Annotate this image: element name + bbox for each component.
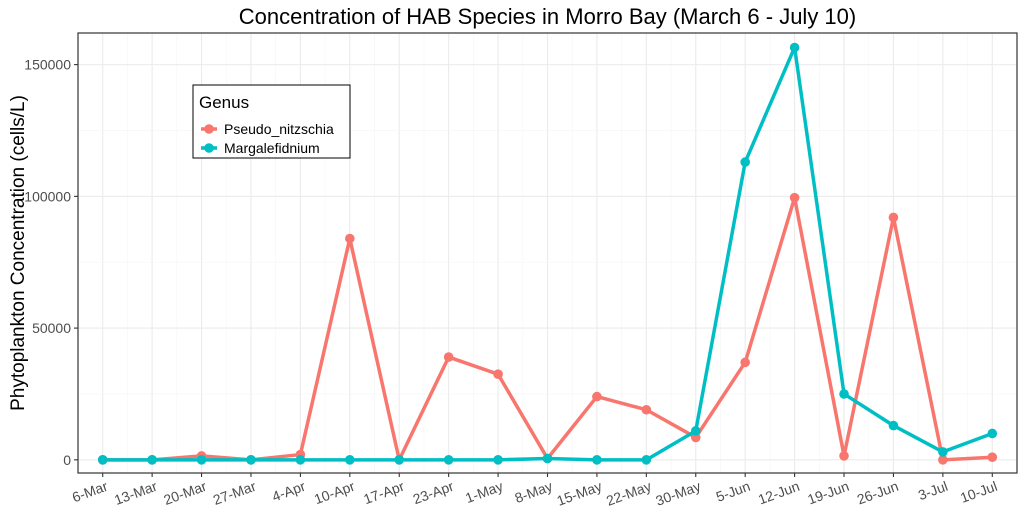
axes: 0 50000 100000 150000 6-Mar 13-Mar 20-Mar 27-Ma… (24, 57, 999, 509)
data-point (147, 455, 157, 465)
legend-title: Genus (199, 93, 249, 112)
series-layer (97, 42, 998, 465)
x-tick-label: 1-May (463, 478, 505, 506)
legend-item: Pseudo_nitzschia (201, 121, 334, 137)
data-point (839, 389, 849, 399)
data-point (641, 455, 652, 465)
data-point (987, 452, 998, 462)
data-point (493, 369, 503, 379)
x-tick-label: 27-Mar (211, 478, 258, 508)
data-point (740, 357, 750, 368)
data-point (443, 455, 454, 465)
x-tick-label: 26-Jun (855, 478, 901, 508)
x-tick-label: 15-May (555, 478, 604, 509)
legend-item: Margalefidnium (201, 140, 320, 156)
x-tick-label: 5-Jun (714, 478, 752, 505)
x-tick-label: 6-Mar (70, 478, 110, 506)
data-point (443, 352, 454, 362)
x-tick-label: 12-Jun (756, 478, 802, 508)
x-tick-label: 22-May (604, 478, 653, 509)
x-tick-label: 3-Jul (916, 478, 950, 503)
data-point (789, 42, 800, 53)
y-axis-title: Phytoplankton Concentration (cells/L) (8, 95, 29, 411)
legend: Genus Pseudo_nitzschia Margalefidnium (192, 84, 351, 159)
data-point (641, 404, 652, 415)
x-tick-label: 10-Jul (958, 478, 999, 506)
x-tick-label: 4-Apr (270, 478, 308, 505)
data-point (246, 455, 256, 465)
legend-key-point (204, 143, 214, 153)
legend-key-point (204, 124, 214, 134)
data-point (345, 233, 355, 244)
x-tick-label: 30-May (653, 478, 702, 509)
data-point (493, 455, 503, 465)
x-tick-label: 19-Jun (805, 478, 851, 508)
x-tick-label: 17-Apr (361, 478, 406, 508)
data-point (938, 447, 948, 457)
data-point (888, 420, 899, 431)
legend-box (192, 84, 351, 159)
y-tick-label: 150000 (24, 57, 71, 73)
x-tick-label: 23-Apr (411, 478, 456, 508)
legend-label: Pseudo_nitzschia (224, 121, 334, 137)
legend-items: Pseudo_nitzschia Margalefidnium (201, 121, 334, 156)
data-point (789, 192, 800, 203)
data-point (888, 212, 899, 223)
data-point (97, 455, 108, 465)
series-Margalefidnium (97, 42, 998, 465)
data-point (690, 432, 701, 443)
data-point (345, 455, 355, 465)
legend-label: Margalefidnium (224, 140, 320, 156)
data-point (987, 428, 998, 439)
data-point (542, 453, 553, 464)
data-point (740, 157, 750, 167)
data-point (394, 455, 405, 465)
data-point (690, 426, 701, 436)
y-tick-label: 100000 (24, 188, 71, 204)
x-tick-label: 13-Mar (112, 478, 159, 508)
chart-title: Concentration of HAB Species in Morro Ba… (239, 4, 856, 29)
y-tick-label: 50000 (32, 320, 71, 336)
data-point (592, 455, 602, 465)
data-point (938, 455, 948, 465)
data-point (196, 455, 207, 465)
data-point (839, 451, 849, 461)
x-tick-label: 8-May (512, 478, 554, 506)
y-tick-label: 0 (63, 452, 71, 468)
x-tick-label: 10-Apr (312, 478, 357, 508)
data-point (592, 391, 602, 402)
data-point (295, 455, 306, 465)
x-tick-label: 20-Mar (161, 478, 208, 508)
